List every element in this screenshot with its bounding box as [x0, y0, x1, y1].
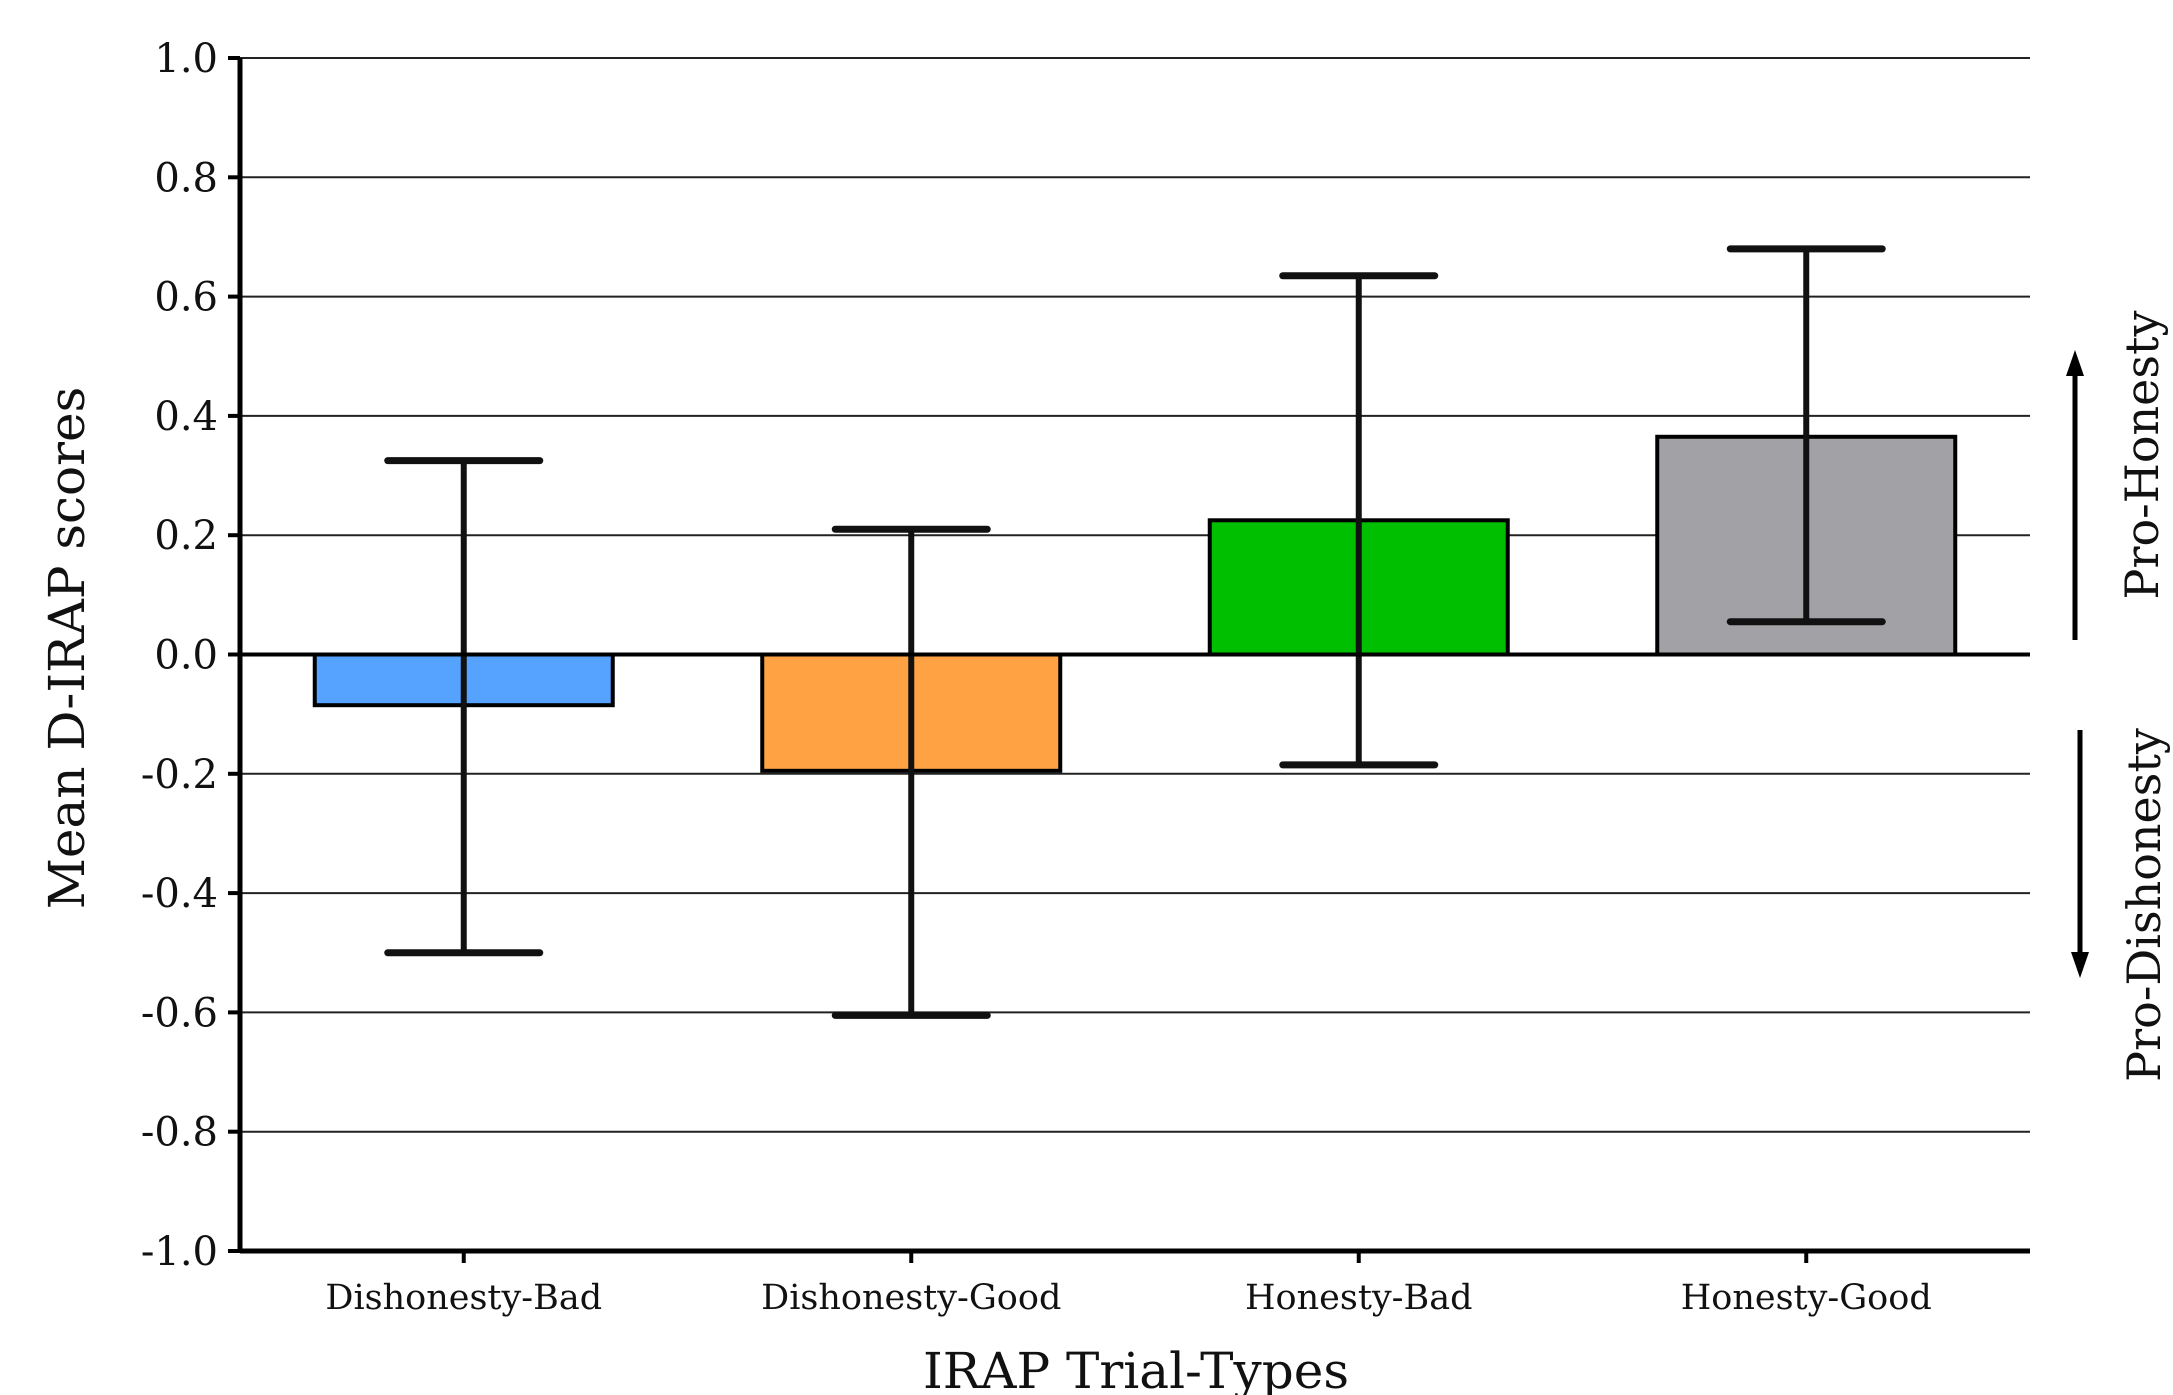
grid-lines: [240, 57, 2030, 1133]
y-tick-labels: 1.0 0.8 0.6 0.4 0.2 0.0 -0.2 -0.4 -0.6 -0.8 -1.0: [141, 36, 218, 1275]
y-tick-label: 0.2: [154, 513, 218, 559]
y-tick-label: -0.2: [141, 752, 218, 798]
x-tick-labels: Dishonesty-Bad Dishonesty-Good Honesty-Bad…: [325, 1278, 1931, 1318]
y-tick-label: -0.4: [141, 871, 218, 917]
pro-dishonesty-label: Pro-Dishonesty: [2117, 728, 2171, 1082]
y-tick-label: 0.0: [154, 633, 218, 679]
x-axis-title: IRAP Trial-Types: [923, 1342, 1349, 1395]
y-tick-label: -0.8: [141, 1110, 218, 1156]
y-tick-label: 0.8: [154, 155, 218, 201]
pro-dishonesty-arrowhead: [2071, 952, 2089, 978]
y-tick-label: 0.4: [154, 394, 218, 440]
y-tick-label: -1.0: [141, 1229, 218, 1275]
y-axis-title: Mean D-IRAP scores: [38, 387, 96, 910]
x-tick-label: Dishonesty-Bad: [325, 1278, 602, 1318]
x-tick-label: Honesty-Good: [1681, 1278, 1932, 1318]
y-tick-label: 1.0: [154, 36, 218, 82]
axes: [228, 56, 2030, 1263]
x-tick-label: Honesty-Bad: [1245, 1278, 1472, 1318]
error-bars: [384, 245, 1886, 1019]
y-tick-label: -0.6: [141, 990, 218, 1036]
bars: [312, 434, 1958, 773]
pro-honesty-label: Pro-Honesty: [2115, 311, 2169, 600]
pro-honesty-arrowhead: [2066, 350, 2084, 376]
y-tick-label: 0.6: [154, 275, 218, 321]
side-annotations: Pro-Honesty Pro-Dishonesty: [2066, 311, 2171, 1082]
x-tick-label: Dishonesty-Good: [761, 1278, 1061, 1318]
